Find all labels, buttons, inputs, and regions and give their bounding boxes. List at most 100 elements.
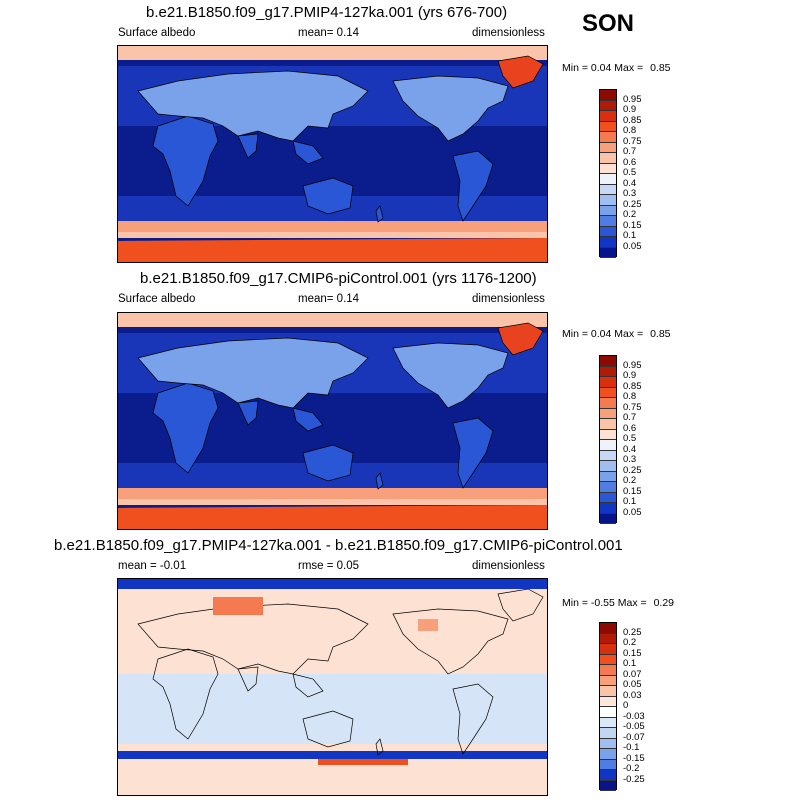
colorbar-tick-label: 0.1 (623, 230, 637, 241)
map-svg (118, 46, 547, 262)
panel1-units-label: dimensionless (472, 27, 545, 39)
colorbar-tick-label: 0.05 (623, 679, 642, 690)
panel2-mean-label: mean= 0.14 (298, 293, 360, 305)
nz-landmass (375, 205, 384, 223)
colorbar-tick-label: -0.15 (623, 752, 645, 764)
namerica-landmass (392, 75, 509, 142)
seasia-landmass (292, 140, 324, 165)
panel3-title: b.e21.B1850.f09_g17.PMIP4-127ka.001 - b.… (54, 537, 623, 554)
india-landmass (237, 400, 259, 426)
namerica-coastline (392, 608, 509, 675)
panel1-max-value: 0.85 (650, 62, 671, 74)
colorbar-swatch (600, 686, 616, 697)
colorbar-swatch (600, 738, 616, 749)
india-landmass (237, 133, 259, 159)
panel3-units-label: dimensionless (472, 560, 545, 572)
colorbar-tick-label: 0.7 (623, 412, 637, 423)
arctic-negative-anomaly (118, 579, 547, 589)
colorbar-tick-label: 0.03 (623, 689, 642, 701)
colorbar-tick-label: 0.9 (623, 370, 637, 381)
southern-ocean-positive-anomaly (318, 759, 408, 765)
siberia-positive-anomaly (213, 597, 263, 615)
colorbar-swatch (600, 366, 616, 377)
colorbar-swatch (600, 100, 616, 111)
panel2-min-label: Min = (562, 328, 588, 340)
colorbar-swatch (600, 696, 616, 707)
antarctica-landmass (118, 505, 547, 529)
panel2-max-label: Max = (614, 328, 644, 340)
panel2-variable-label: Surface albedo (118, 293, 196, 305)
colorbar-swatch (600, 195, 616, 206)
colorbar-tick-label: -0.05 (623, 721, 645, 732)
eurasia-landmass (137, 70, 369, 142)
colorbar-tick-label: 0.5 (623, 433, 637, 444)
colorbar-swatch (600, 450, 616, 461)
colorbar-tick-label: 0.15 (623, 647, 642, 659)
colorbar-swatch (600, 471, 616, 482)
colorbar-tick-label: 0.4 (623, 177, 637, 189)
colorbar-tick-label: -0.1 (623, 742, 640, 753)
colorbar-swatch (600, 184, 616, 195)
tropical-negative-band (118, 674, 547, 744)
panel3-colorbar (599, 622, 617, 791)
colorbar-tick-label: -0.2 (623, 763, 640, 774)
australia-landmass (302, 177, 354, 215)
panel3-minmax: Min = -0.55 Max = 0.29 (562, 597, 674, 609)
colorbar-swatch (600, 163, 616, 174)
map-svg (118, 313, 547, 529)
colorbar-tick-label: 0.6 (623, 156, 637, 168)
colorbar-swatch (600, 675, 616, 686)
colorbar-tick-label: 0.9 (623, 104, 637, 115)
colorbar-swatch (600, 121, 616, 132)
colorbar-swatch (600, 717, 616, 728)
map-svg (118, 579, 547, 795)
eurasia-coastline (137, 603, 369, 675)
colorbar-swatch (600, 247, 616, 258)
colorbar-swatch (600, 205, 616, 216)
colorbar-tick-label: 0.15 (623, 219, 642, 231)
colorbar-swatch (600, 759, 616, 770)
colorbar-tick-label: 0.1 (623, 658, 637, 669)
colorbar-tick-label: 0.2 (623, 475, 637, 486)
colorbar-swatch (600, 503, 616, 514)
colorbar-swatch (600, 153, 616, 164)
seasia-landmass (292, 407, 324, 432)
colorbar-tick-label: 0.75 (623, 401, 642, 413)
colorbar-swatch (600, 482, 616, 493)
panel2-minmax: Min = 0.04 Max = 0.85 (562, 328, 671, 340)
colorbar-swatch (600, 419, 616, 430)
samerica-landmass (452, 150, 494, 222)
colorbar-swatch (600, 429, 616, 440)
colorbar-swatch (600, 440, 616, 451)
panel2-colorbar (599, 355, 617, 524)
colorbar-swatch (600, 237, 616, 248)
panel3-mean-label: mean = -0.01 (118, 560, 187, 572)
colorbar-swatch (600, 770, 616, 781)
colorbar-swatch (600, 216, 616, 227)
africa-landmass (152, 382, 219, 474)
colorbar-swatch (600, 387, 616, 398)
colorbar-tick-label: 0.25 (623, 198, 642, 210)
antarctica-landmass (118, 238, 547, 262)
colorbar-tick-label: 0 (623, 700, 629, 711)
colorbar-swatch (600, 90, 616, 101)
colorbar-swatch (600, 174, 616, 185)
panel1-colorbar (599, 89, 617, 258)
colorbar-swatch (600, 633, 616, 644)
colorbar-swatch (600, 707, 616, 718)
season-label: SON (582, 10, 635, 37)
panel1-title: b.e21.B1850.f09_g17.PMIP4-127ka.001 (yrs… (146, 4, 508, 21)
colorbar-tick-label: -0.07 (623, 731, 645, 743)
colorbar-tick-label: 0.75 (623, 135, 642, 147)
colorbar-tick-label: 0.8 (623, 391, 637, 402)
sea-ice-margin (118, 499, 547, 505)
panel2-max-value: 0.85 (650, 328, 671, 340)
colorbar-swatch (600, 377, 616, 388)
colorbar-swatch (600, 654, 616, 665)
panel1-min-value: 0.04 (590, 62, 612, 74)
colorbar-tick-label: 0.95 (623, 359, 642, 371)
panel1-max-label: Max = (614, 62, 644, 74)
colorbar-tick-label: 0.3 (623, 188, 637, 199)
colorbar-tick-label: 0.4 (623, 443, 637, 455)
colorbar-swatch (600, 780, 616, 791)
